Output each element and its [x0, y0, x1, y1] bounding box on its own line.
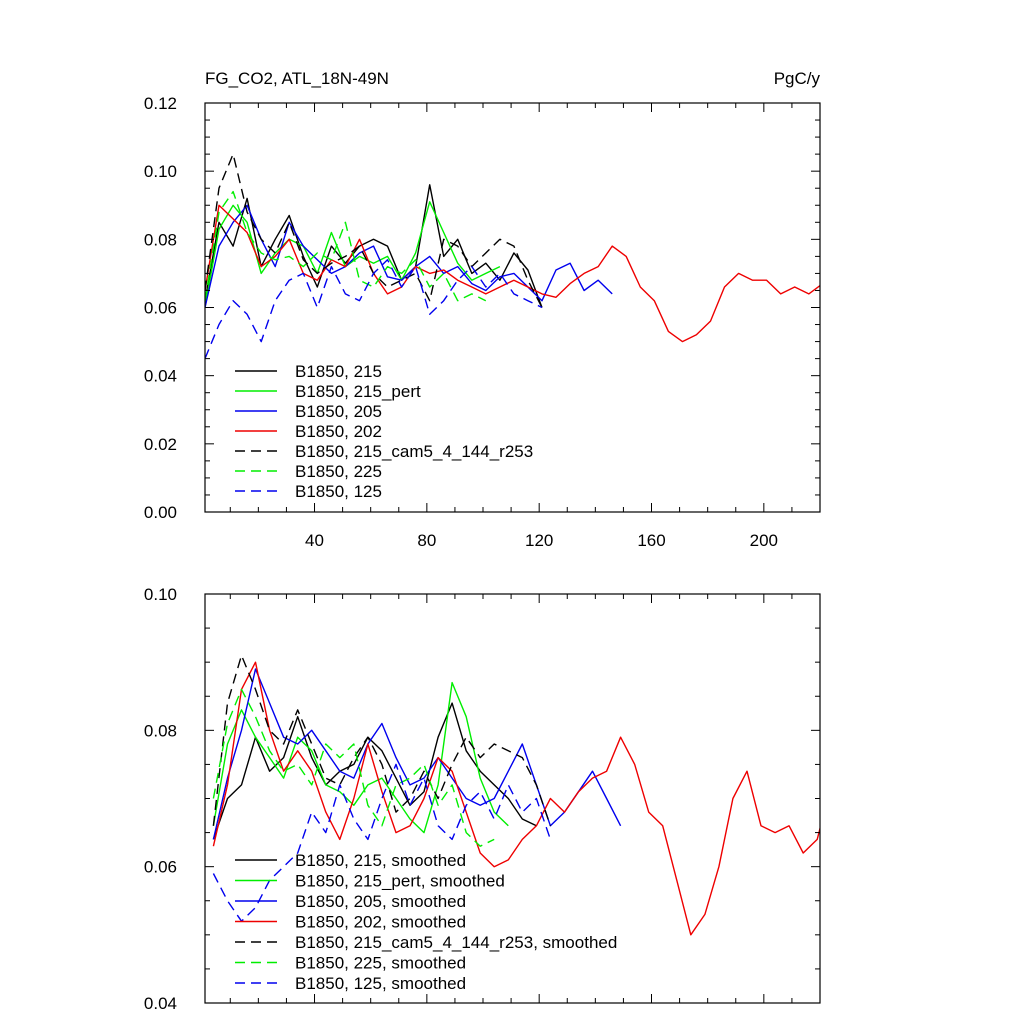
x-tick-label: 160: [637, 531, 665, 550]
series-line-b1850-215-pert-smoothed: [212, 681, 509, 834]
chart-units-label: PgC/y: [774, 69, 821, 88]
series-line-b1850-225: [205, 190, 487, 302]
x-tick-label: 120: [525, 531, 553, 550]
series-line-b1850-125: [205, 259, 543, 359]
legend-label: B1850, 215_cam5_4_144_r253, smoothed: [295, 933, 617, 952]
series-line-b1850-202: [205, 204, 820, 343]
series-line-b1850-215-smoothed: [212, 702, 537, 840]
legend-label: B1850, 215, smoothed: [295, 851, 466, 870]
y-tick-label: 0.06: [144, 858, 177, 877]
y-tick-label: 0.12: [144, 94, 177, 113]
legend-label: B1850, 215_cam5_4_144_r253: [295, 442, 533, 461]
legend-label: B1850, 125: [295, 482, 382, 501]
legend-label: B1850, 205: [295, 402, 382, 421]
legend-label: B1850, 125, smoothed: [295, 974, 466, 993]
legend-label: B1850, 205, smoothed: [295, 892, 466, 911]
legend-label: B1850, 215_pert, smoothed: [295, 872, 505, 891]
y-tick-label: 0.04: [144, 367, 177, 386]
series-line-b1850-205: [205, 204, 613, 308]
series-line-b1850-225-smoothed: [212, 688, 495, 847]
y-tick-label: 0.08: [144, 721, 177, 740]
y-tick-label: 0.00: [144, 503, 177, 522]
legend-label: B1850, 225, smoothed: [295, 954, 466, 973]
y-tick-label: 0.02: [144, 435, 177, 454]
x-tick-label: 80: [417, 531, 436, 550]
legend-label: B1850, 225: [295, 462, 382, 481]
chart-title: FG_CO2, ATL_18N-49N: [205, 69, 389, 88]
legend: B1850, 215, smoothed B1850, 215_pert, smo…: [235, 851, 617, 993]
x-tick-label: 40: [305, 531, 324, 550]
legend-label: B1850, 202: [295, 422, 382, 441]
y-tick-label: 0.08: [144, 230, 177, 249]
series-line-b1850-215-cam5-4-144-r253-smoothed: [212, 654, 552, 827]
y-tick-label: 0.04: [144, 994, 177, 1013]
y-tick-label: 0.10: [144, 585, 177, 604]
series-line-b1850-205-smoothed: [212, 668, 622, 840]
x-tick-label: 200: [750, 531, 778, 550]
legend-label: B1850, 202, smoothed: [295, 913, 466, 932]
y-tick-label: 0.06: [144, 299, 177, 318]
legend-label: B1850, 215_pert: [295, 382, 421, 401]
y-tick-label: 0.10: [144, 162, 177, 181]
legend-label: B1850, 215: [295, 362, 382, 381]
top-chart-panel: FG_CO2, ATL_18N-49N PgC/y 40 80 120 160 200 0…: [144, 69, 821, 550]
series-line-b1850-202-smoothed: [212, 661, 820, 936]
